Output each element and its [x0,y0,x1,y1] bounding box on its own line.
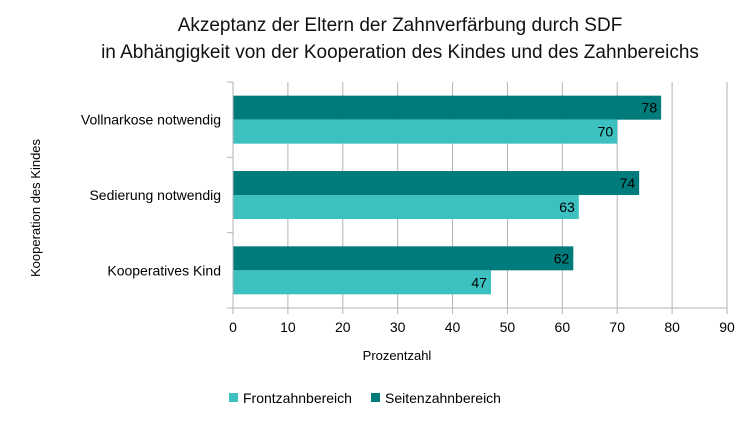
legend-label-Frontzahnbereich: Frontzahnbereich [243,390,352,406]
data-label-Seitenzahnbereich: 62 [554,250,570,266]
legend-swatch-Seitenzahnbereich [371,393,380,402]
data-label-Frontzahnbereich: 70 [598,124,614,140]
x-tick-label-20: 20 [335,319,351,335]
bar-Frontzahnbereich [233,119,618,144]
bar-Seitenzahnbereich [233,246,574,271]
data-label-Frontzahnbereich: 63 [559,199,575,215]
data-label-Seitenzahnbereich: 78 [642,100,658,116]
y-axis-title: Kooperation des Kindes [28,138,43,277]
bar-Frontzahnbereich [233,270,491,295]
chart-title-line-2: in Abhängigkeit von der Kooperation des … [101,42,699,63]
x-tick-label-40: 40 [445,319,461,335]
category-label: Kooperatives Kind [107,262,221,278]
bar-Frontzahnbereich [233,195,579,219]
x-tick-label-80: 80 [664,319,680,335]
x-tick-label-0: 0 [229,319,237,335]
category-label: Sedierung notwendig [89,187,221,203]
x-tick-label-70: 70 [609,319,625,335]
x-tick-label-10: 10 [280,319,296,335]
bar-Seitenzahnbereich [233,171,640,195]
x-axis-title: Prozentzahl [363,348,432,363]
data-label-Frontzahnbereich: 47 [471,274,487,290]
chart-title-line-1: Akzeptanz der Eltern der Zahnverfärbung … [178,15,623,36]
data-label-Seitenzahnbereich: 74 [620,175,636,191]
x-tick-label-30: 30 [390,319,406,335]
axes: 0 10 20 30 40 50 60 70 80 90 Vollnarkose notwendig… [81,81,735,335]
legend-swatch-Frontzahnbereich [229,393,238,402]
category-label: Vollnarkose notwendig [81,112,221,128]
bars: 78 70 74 63 62 47 [233,95,662,295]
x-tick-label-50: 50 [500,319,516,335]
x-tick-label-90: 90 [719,319,735,335]
bar-Seitenzahnbereich [233,95,662,120]
legend: Frontzahnbereich Seitenzahnbereich [229,390,501,406]
legend-label-Seitenzahnbereich: Seitenzahnbereich [385,390,501,406]
x-tick-label-60: 60 [555,319,571,335]
